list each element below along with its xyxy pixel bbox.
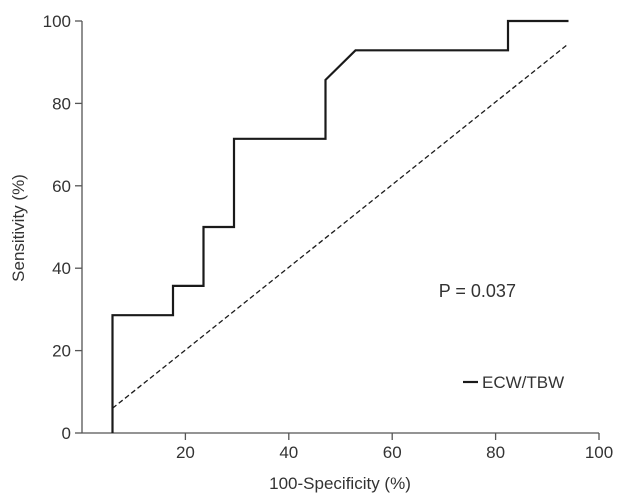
- y-tick-label-0: 0: [62, 424, 71, 443]
- y-tick-label-60: 60: [52, 177, 71, 196]
- roc-curve-ecw-tbw: [111, 19, 569, 433]
- axes: [81, 21, 599, 434]
- x-tick-label-20: 20: [176, 443, 195, 462]
- legend: ECW/TBW: [463, 373, 564, 392]
- x-tick-label-80: 80: [486, 443, 505, 462]
- y-axis-label: Sensitivity (%): [9, 174, 28, 282]
- y-tick-label-100: 100: [43, 12, 71, 31]
- y-tick-label-80: 80: [52, 94, 71, 113]
- legend-label-ecw-tbw: ECW/TBW: [482, 373, 564, 392]
- series: [111, 19, 569, 433]
- ticks: 0 20 40 60 80 100 20 40 60 80 100: [43, 12, 614, 462]
- x-axis-label: 100-Specificity (%): [269, 474, 411, 493]
- p-value-annotation: P = 0.037: [439, 281, 516, 301]
- x-tick-label-100: 100: [585, 443, 613, 462]
- x-tick-label-60: 60: [383, 443, 402, 462]
- y-tick-label-40: 40: [52, 259, 71, 278]
- reference-diagonal-line: [112, 43, 569, 409]
- y-tick-label-20: 20: [52, 342, 71, 361]
- x-tick-label-40: 40: [279, 443, 298, 462]
